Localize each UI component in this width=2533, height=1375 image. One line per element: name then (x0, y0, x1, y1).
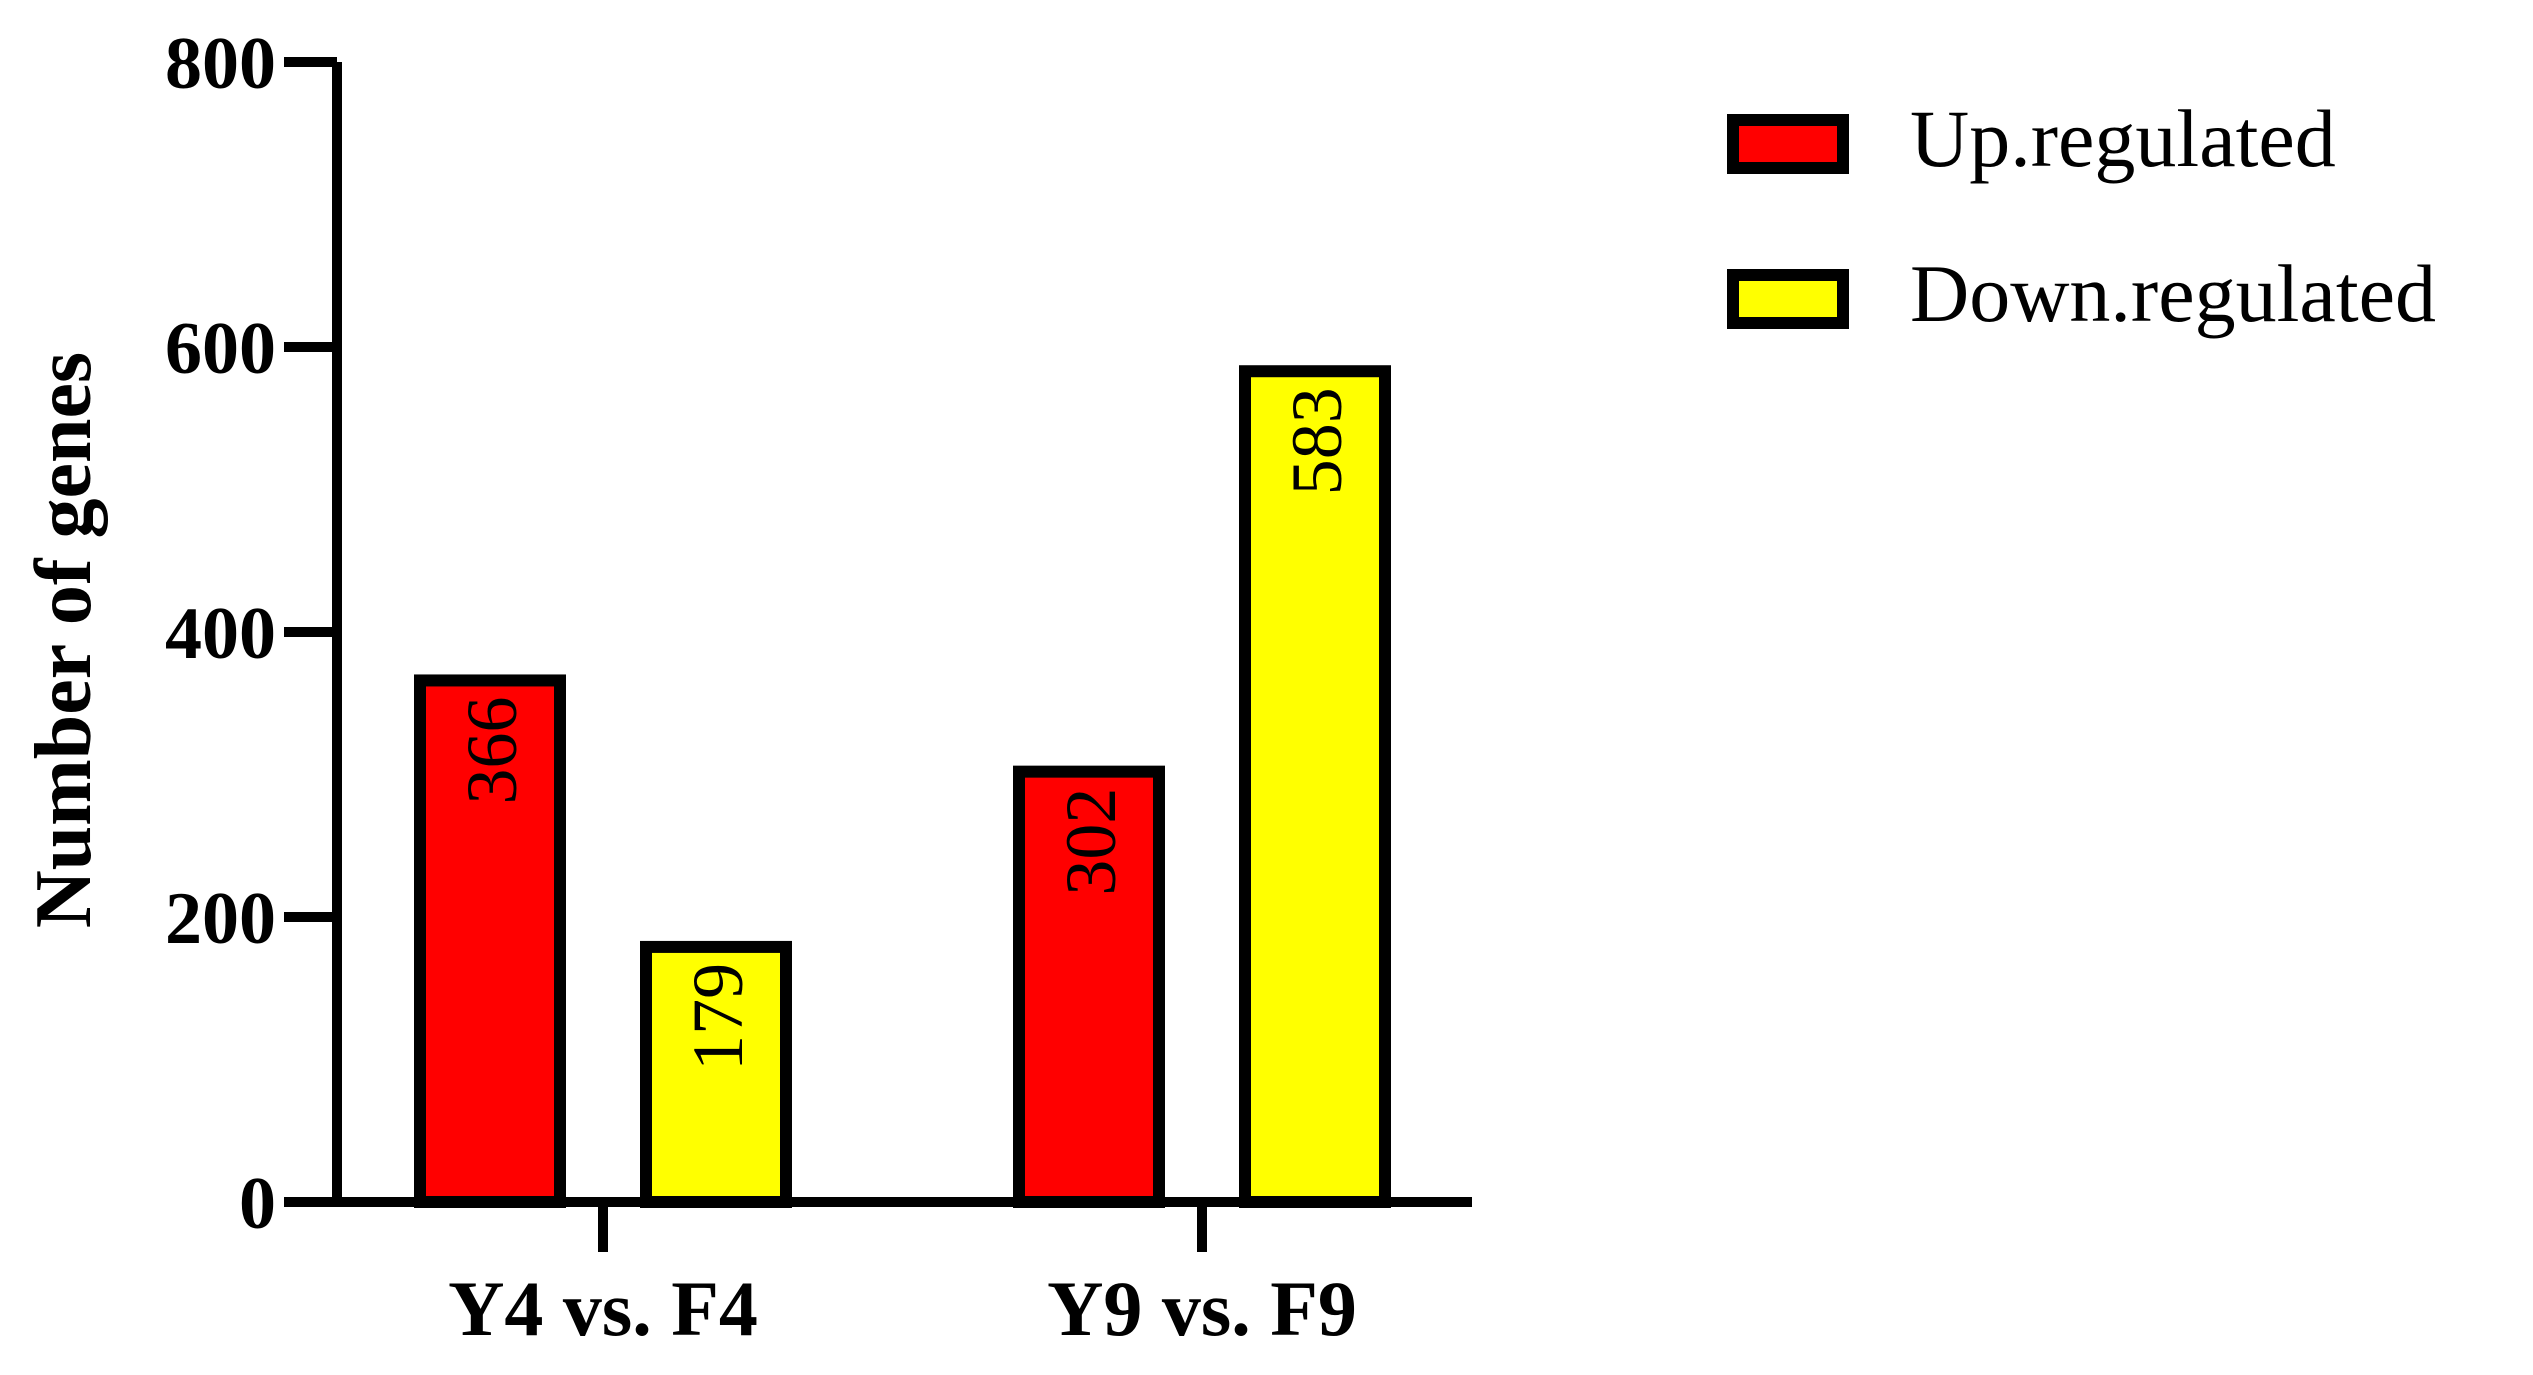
bar-value-label: 302 (1051, 788, 1131, 896)
legend-swatch (1727, 269, 1849, 329)
bar-up-regulated (1013, 765, 1165, 1209)
y-tick-label: 800 (165, 23, 276, 105)
bar-value-label: 583 (1277, 387, 1357, 495)
bar-up-regulated (414, 674, 566, 1208)
x-ticks-group: Y4 vs. F4 Y9 vs. F9 (448, 1202, 1357, 1352)
x-category-label: Y9 vs. F9 (1047, 1265, 1357, 1352)
legend-swatch (1727, 114, 1849, 174)
y-axis-title: Number of genes (20, 352, 108, 928)
legend-label: Up.regulated (1910, 93, 2336, 184)
bar-down-regulated (1239, 365, 1391, 1209)
y-tick-label: 400 (165, 593, 276, 675)
y-tick-label: 200 (165, 878, 276, 960)
bar-down-regulated (640, 940, 792, 1208)
bars-group: 366 179 302 583 (414, 365, 1391, 1209)
y-tick-label: 0 (239, 1163, 276, 1245)
x-category-label: Y4 vs. F4 (448, 1265, 758, 1352)
y-ticks-group: 0 200 400 600 800 (165, 23, 337, 1245)
bar-value-label: 179 (678, 963, 758, 1071)
legend: Up.regulated Down.regulated (1727, 93, 2436, 339)
bar-value-label: 366 (452, 696, 532, 804)
y-tick-label: 600 (165, 308, 276, 390)
legend-label: Down.regulated (1910, 248, 2436, 339)
